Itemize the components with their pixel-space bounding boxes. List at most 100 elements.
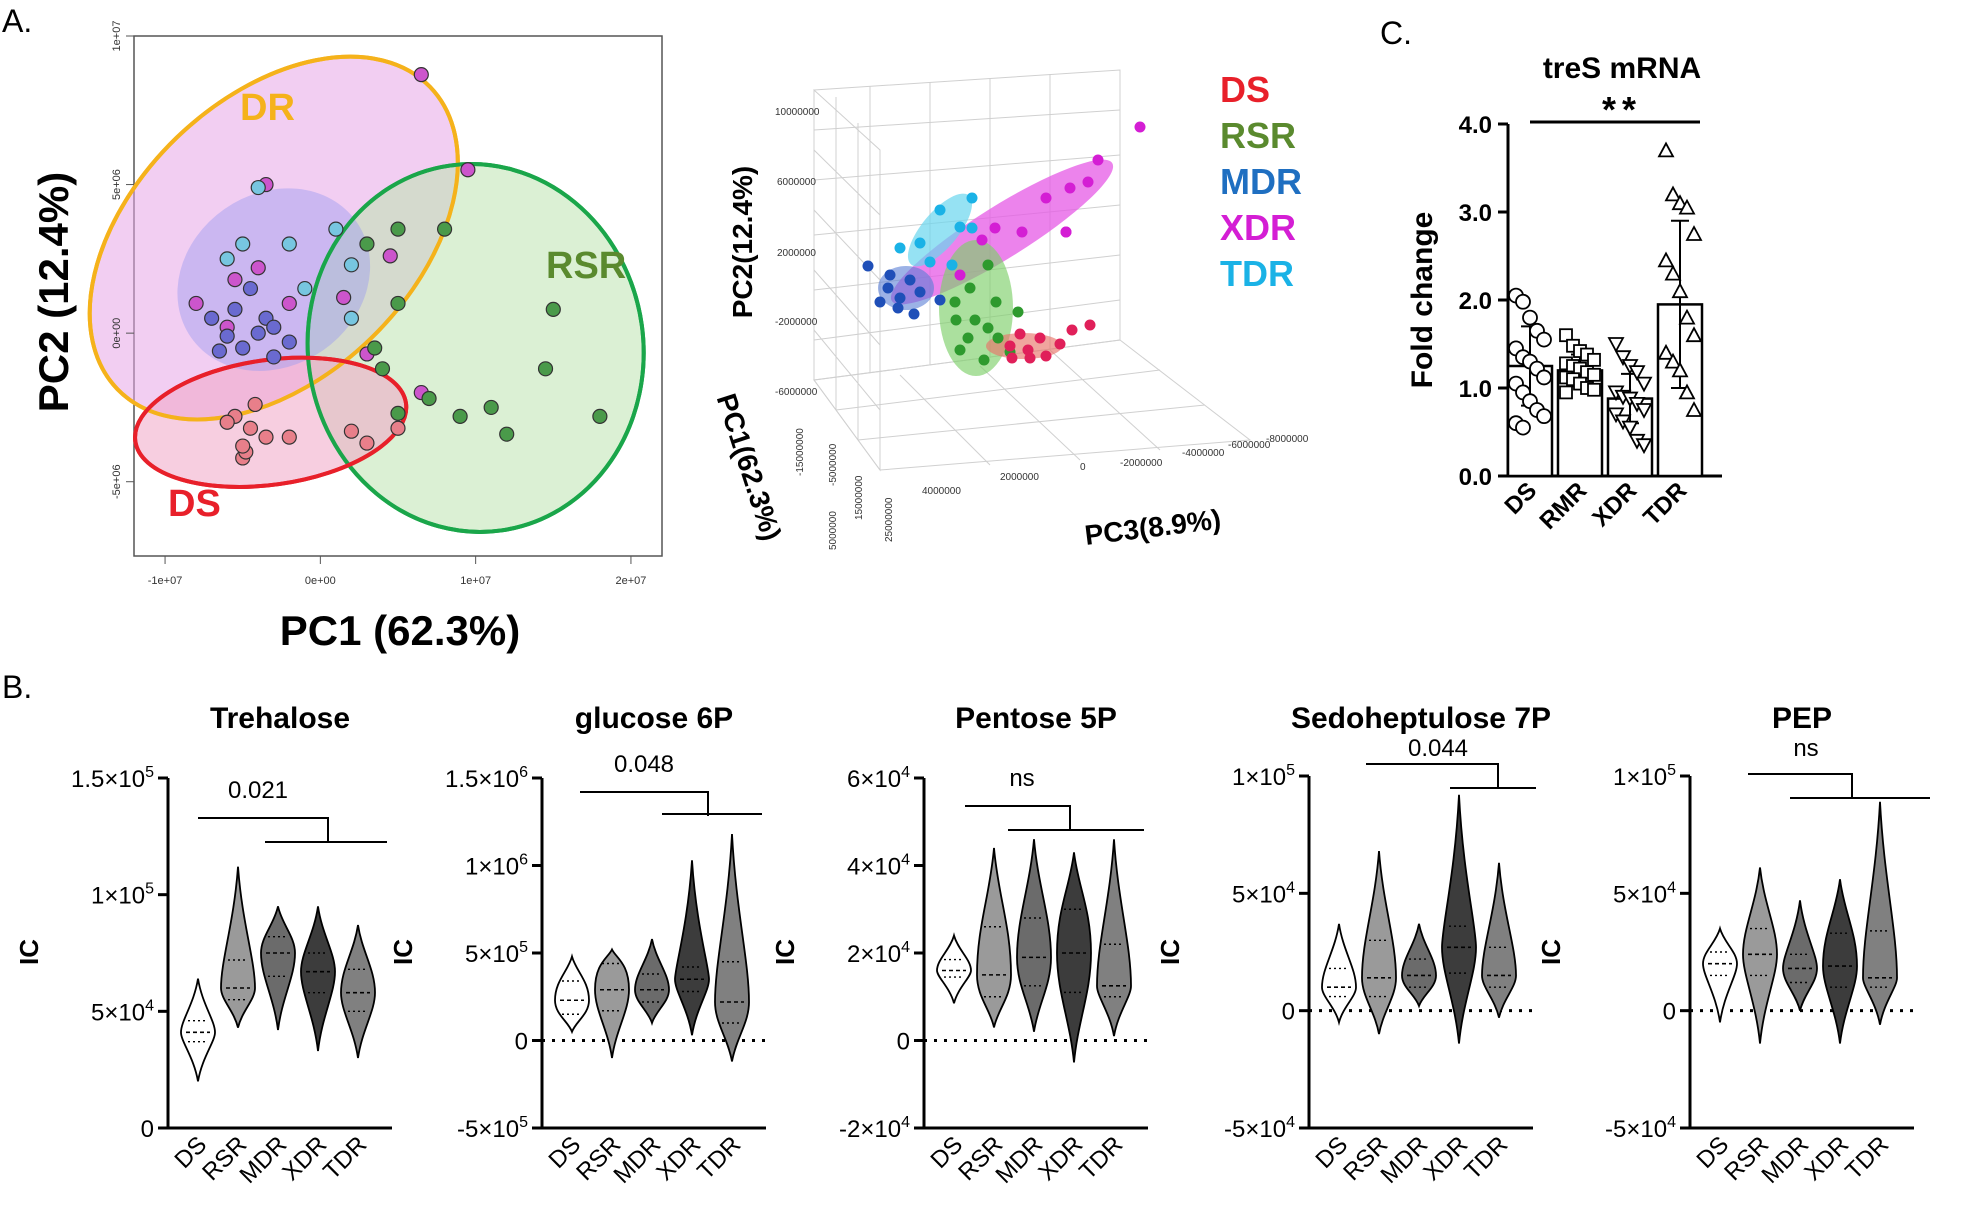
point-ds — [235, 438, 251, 454]
violin-y-tick-label: -5×105 — [457, 1114, 528, 1143]
point-dr_blue — [250, 325, 266, 341]
point-rsr — [964, 282, 976, 294]
violin-panel-pentose5p: Pentose 5PIC-2×10402×1044×1046×104DSRSRM… — [770, 702, 1148, 1189]
tres-point-circle — [1536, 408, 1552, 425]
point-dr_cyan — [297, 280, 313, 297]
point-dr_cyan — [281, 236, 297, 252]
point-mdr — [862, 260, 874, 272]
y-tick-label: 5e+06 — [111, 169, 123, 200]
violin-x-label: TDR — [1074, 1131, 1128, 1185]
point-ds — [219, 414, 235, 430]
tick-exponent: 4 — [1286, 879, 1295, 896]
tres-point-triangle-up — [1685, 326, 1703, 343]
tick-times: ×10 — [104, 766, 145, 793]
point-rsr — [992, 332, 1004, 344]
point-tdr — [914, 237, 926, 249]
violin-ylabel: IC — [1536, 939, 1566, 965]
point-dr_magenta — [281, 295, 297, 312]
violin-ylabel: IC — [770, 939, 800, 965]
tick-times: ×10 — [860, 941, 901, 968]
point-rsr — [954, 344, 966, 356]
tres-point-triangle-up — [1678, 198, 1696, 215]
tick-exponent: 4 — [1667, 1114, 1676, 1131]
tres-point-triangle-down — [1621, 420, 1639, 437]
violin-mdr — [634, 938, 670, 1026]
tres-point-triangle-up — [1664, 264, 1682, 281]
pca-3d-ticks: 10000000 6000000 2000000 -2000000 -60000… — [775, 107, 1309, 550]
violin-y-tick-label: -5×104 — [1224, 1114, 1295, 1143]
pca-3d-chart: 10000000 6000000 2000000 -2000000 -60000… — [711, 69, 1309, 551]
tick-mantissa: 5 — [465, 941, 478, 968]
tick-mantissa: 1 — [1232, 764, 1245, 791]
pc1-tick-0: -15000000 — [795, 428, 806, 476]
point-rsr — [390, 295, 406, 312]
tres-ylabel: Fold change — [1406, 212, 1439, 389]
tres-point-circle — [1536, 369, 1552, 386]
tres-point-circle — [1522, 309, 1538, 326]
tres-bar-chart: treS mRNA ** Fold change 0.0 1.0 2.0 3.0 4.0… — [1406, 52, 1722, 535]
group-label-dr: DR — [240, 87, 295, 129]
tres-point-triangle-up — [1664, 352, 1682, 369]
violin-title: Sedoheptulose 7P — [1291, 702, 1551, 735]
tick-mantissa: 1 — [465, 854, 478, 881]
point-xdr — [1134, 121, 1146, 133]
violin-y-tick-label: 4×104 — [847, 852, 910, 881]
tick-exponent: 6 — [519, 852, 528, 869]
legend-ds: DS — [1220, 69, 1270, 110]
ellipse-outline-ds — [133, 355, 409, 489]
point-tdr — [894, 242, 906, 254]
tres-point-square — [1559, 328, 1573, 343]
violin-mdr — [260, 906, 296, 1031]
point-mdr — [884, 269, 896, 281]
tres-point-square — [1559, 385, 1573, 400]
ellipse-tdr — [907, 193, 973, 267]
point-mdr — [894, 292, 906, 304]
violin-annotation: 0.044 — [1408, 735, 1468, 762]
tick-mantissa: -5 — [1605, 1116, 1626, 1143]
violin-title: glucose 6P — [575, 702, 733, 735]
violin-panel-sedoheptulose7p: Sedoheptulose 7PIC-5×10405×1041×105DSRSR… — [1155, 702, 1551, 1189]
violin-annotation: ns — [1793, 735, 1818, 762]
pca-3d-ylabel: PC2(12.4%) — [727, 166, 758, 319]
pca-2d-ylabel: PC2 (12.4%) — [30, 172, 77, 412]
point-rsr — [982, 322, 994, 334]
x-tick-label: 0e+00 — [305, 575, 336, 587]
panel-label-b: B. — [2, 669, 32, 705]
point-xdr — [976, 234, 988, 246]
tick-mantissa: -5 — [1224, 1116, 1245, 1143]
point-xdr — [954, 269, 966, 281]
point-dr_cyan — [235, 236, 251, 252]
tres-point-triangle-down — [1635, 438, 1653, 455]
point-xdr — [1060, 226, 1072, 238]
pc1-tick-1: -5000000 — [828, 443, 839, 486]
tick-mantissa: 1.5 — [445, 766, 478, 793]
violin-rsr — [976, 847, 1012, 1028]
point-rsr — [978, 354, 990, 366]
violin-y-tick-label: 1×105 — [1613, 762, 1676, 791]
point-ds — [359, 435, 375, 451]
group-label-ds: DS — [168, 483, 221, 525]
point-mdr — [882, 282, 894, 294]
point-tdr — [946, 259, 958, 271]
point-dr_magenta — [188, 295, 204, 312]
pc2-tick-0: 10000000 — [775, 107, 820, 118]
point-rsr — [390, 221, 406, 237]
violin-xdr — [1822, 879, 1858, 1044]
pc3-tick-5: -6000000 — [1228, 440, 1271, 451]
x-tick-label: -1e+07 — [148, 575, 183, 587]
tres-title: treS mRNA — [1543, 52, 1701, 85]
tick-times: ×10 — [1245, 1116, 1286, 1143]
pca-2d-points — [188, 67, 608, 466]
point-rsr — [390, 405, 406, 421]
violin-bracket-upper — [580, 791, 709, 816]
point-xdr — [1064, 182, 1076, 194]
point-rsr — [962, 332, 974, 344]
point-dr_magenta — [382, 248, 398, 264]
point-ds — [1040, 350, 1052, 362]
point-dr_magenta — [460, 162, 476, 178]
violin-tdr — [714, 833, 750, 1062]
point-xdr — [1016, 226, 1028, 238]
tick-mantissa: 4 — [847, 854, 860, 881]
pca-2d-xlabel: PC1 (62.3%) — [280, 607, 520, 654]
